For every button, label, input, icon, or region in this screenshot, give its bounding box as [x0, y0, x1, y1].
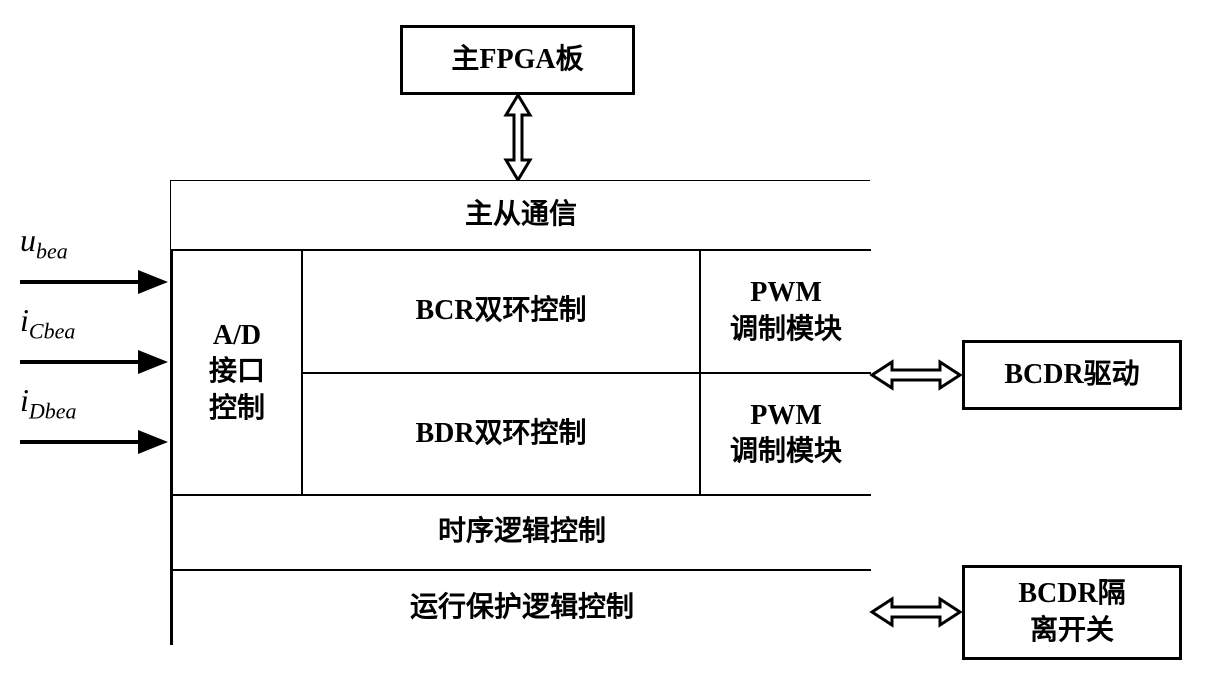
timing-label: 时序逻辑控制 [438, 514, 606, 550]
input-arrow-0 [20, 268, 168, 296]
input-label-0: ubea [20, 222, 68, 264]
bdr-pwm-label: PWM 调制模块 [730, 398, 842, 471]
cell-bdr-pwm: PWM 调制模块 [701, 374, 871, 496]
bcr-pwm-label: PWM 调制模块 [730, 275, 842, 348]
arrow-top-bidir [500, 95, 536, 180]
bcr-ctrl-label: BCR双环控制 [415, 293, 586, 329]
cell-comm: 主从通信 [171, 181, 871, 251]
comm-label: 主从通信 [465, 197, 577, 233]
input-var-2: i [20, 382, 29, 418]
cell-ad: A/D 接口 控制 [173, 251, 303, 496]
input-label-1: iCbea [20, 302, 75, 344]
input-var-0: u [20, 222, 36, 258]
cell-bcr-pwm: PWM 调制模块 [701, 251, 871, 374]
cell-timing: 时序逻辑控制 [173, 496, 871, 571]
main-block: 主从通信 A/D 接口 控制 BCR双环控制 PWM 调制模块 BDR双环控制 … [170, 180, 870, 645]
bcdr-switch-label: BCDR隔 离开关 [1018, 576, 1125, 649]
arrow-switch-bidir [872, 595, 960, 629]
input-sub-1: Cbea [29, 318, 75, 343]
cell-bcr-ctrl: BCR双环控制 [303, 251, 701, 374]
input-label-2: iDbea [20, 382, 77, 424]
input-arrow-1 [20, 348, 168, 376]
bcdr-drive-label: BCDR驱动 [1004, 357, 1139, 393]
protect-label: 运行保护逻辑控制 [410, 590, 634, 626]
cell-bdr-ctrl: BDR双环控制 [303, 374, 701, 496]
top-fpga-label: 主FPGA板 [451, 42, 583, 78]
bdr-ctrl-label: BDR双环控制 [415, 416, 586, 452]
cell-protect: 运行保护逻辑控制 [173, 571, 871, 646]
bcdr-switch-box: BCDR隔 离开关 [962, 565, 1182, 660]
input-var-1: i [20, 302, 29, 338]
input-arrow-2 [20, 428, 168, 456]
input-sub-2: Dbea [29, 398, 77, 423]
bcdr-drive-box: BCDR驱动 [962, 340, 1182, 410]
ad-label: A/D 接口 控制 [209, 318, 265, 427]
input-sub-0: bea [36, 238, 68, 263]
arrow-drive-bidir [872, 358, 960, 392]
top-fpga-box: 主FPGA板 [400, 25, 635, 95]
